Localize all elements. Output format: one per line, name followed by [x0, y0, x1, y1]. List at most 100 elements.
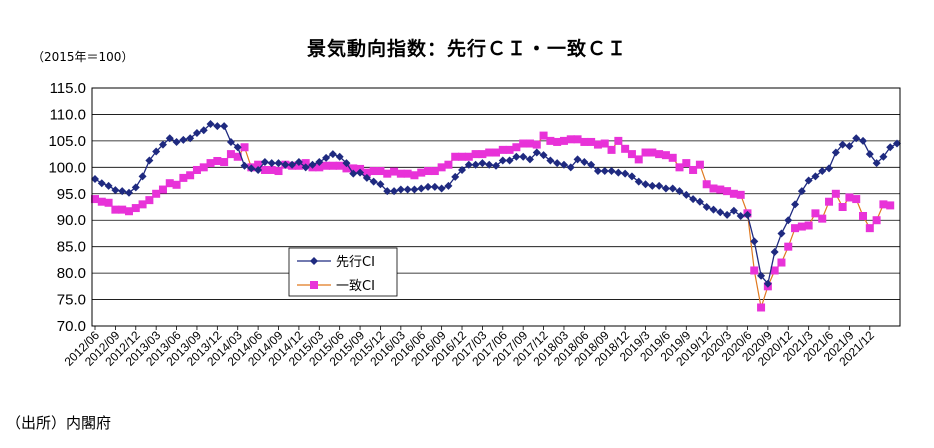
data-point — [396, 185, 405, 194]
data-point — [498, 156, 507, 165]
data-point — [226, 137, 235, 146]
data-point — [634, 177, 643, 186]
data-point — [206, 159, 215, 168]
data-point — [376, 167, 385, 176]
data-point — [274, 167, 283, 176]
data-point — [220, 122, 229, 131]
data-point — [689, 195, 698, 204]
data-point — [97, 197, 106, 206]
data-point — [424, 182, 433, 191]
data-point — [627, 150, 636, 159]
data-point — [356, 168, 365, 177]
data-point — [532, 148, 541, 157]
data-point — [845, 142, 854, 151]
data-point — [573, 135, 582, 144]
data-point — [308, 160, 317, 169]
data-point — [532, 140, 541, 149]
y-tick-label: 70.0 — [57, 318, 86, 335]
data-point — [226, 150, 235, 159]
data-point — [104, 181, 113, 190]
data-point — [648, 148, 657, 157]
data-point — [179, 135, 188, 144]
y-tick-label: 100.0 — [48, 159, 86, 176]
data-point — [369, 167, 378, 176]
data-point — [723, 187, 732, 196]
data-point — [281, 160, 290, 169]
data-point — [145, 196, 154, 205]
data-point — [566, 135, 575, 144]
data-point — [335, 152, 344, 161]
data-point — [743, 210, 752, 219]
data-point — [464, 160, 473, 169]
data-point — [682, 159, 691, 168]
unit-note: （2015年＝100） — [32, 50, 134, 64]
data-point — [723, 210, 732, 219]
data-point — [587, 137, 596, 146]
data-point — [328, 161, 337, 170]
legend-box — [288, 247, 398, 297]
data-point — [566, 163, 575, 172]
data-point — [335, 161, 344, 170]
data-point — [118, 205, 127, 214]
data-point — [451, 152, 460, 161]
data-point — [376, 180, 385, 189]
data-point — [614, 136, 623, 145]
data-point — [634, 155, 643, 164]
data-point — [369, 177, 378, 186]
y-tick-label: 115.0 — [50, 80, 86, 97]
series-group — [91, 119, 901, 312]
data-point — [458, 152, 467, 161]
data-point — [444, 160, 453, 169]
data-point — [91, 195, 99, 204]
data-point — [97, 179, 106, 188]
series-coincident-ci — [91, 131, 895, 312]
data-point — [512, 152, 521, 161]
data-point — [111, 205, 120, 214]
data-point — [505, 156, 514, 165]
data-point — [492, 161, 500, 170]
data-point — [172, 180, 181, 189]
data-point — [145, 156, 154, 165]
data-point — [199, 163, 208, 172]
data-point — [417, 168, 426, 177]
data-point — [131, 204, 140, 213]
data-point — [655, 181, 664, 190]
data-point — [410, 171, 419, 180]
data-point — [478, 159, 487, 168]
series-line — [94, 123, 898, 286]
data-point — [485, 160, 494, 169]
legend: 先行CI 一致CI — [288, 247, 398, 297]
data-point — [593, 140, 602, 149]
data-point — [831, 189, 840, 198]
y-tick-label: 80.0 — [57, 265, 86, 282]
data-point — [492, 148, 500, 157]
data-point — [757, 271, 766, 280]
data-point — [791, 224, 800, 233]
data-point — [362, 168, 371, 177]
data-point — [661, 184, 670, 193]
data-point — [152, 189, 161, 198]
data-point — [315, 158, 324, 167]
data-point — [865, 224, 874, 233]
data-point — [804, 176, 813, 185]
data-point — [260, 165, 269, 174]
data-point — [342, 159, 351, 168]
data-point — [791, 200, 800, 209]
data-point — [784, 242, 793, 251]
data-point — [525, 155, 534, 164]
data-point — [797, 222, 806, 231]
data-point — [111, 186, 120, 195]
data-point — [390, 167, 399, 176]
data-point — [825, 197, 834, 206]
data-point — [240, 161, 249, 170]
y-tick-label: 85.0 — [57, 239, 86, 256]
data-point — [301, 163, 310, 172]
data-point — [865, 150, 874, 159]
data-point — [124, 188, 133, 197]
data-point — [342, 164, 351, 173]
data-point — [519, 139, 528, 148]
data-point — [559, 160, 568, 169]
data-point — [818, 167, 827, 176]
source-note: （出所）内閣府 — [6, 414, 112, 432]
series-leading-ci — [91, 119, 901, 288]
